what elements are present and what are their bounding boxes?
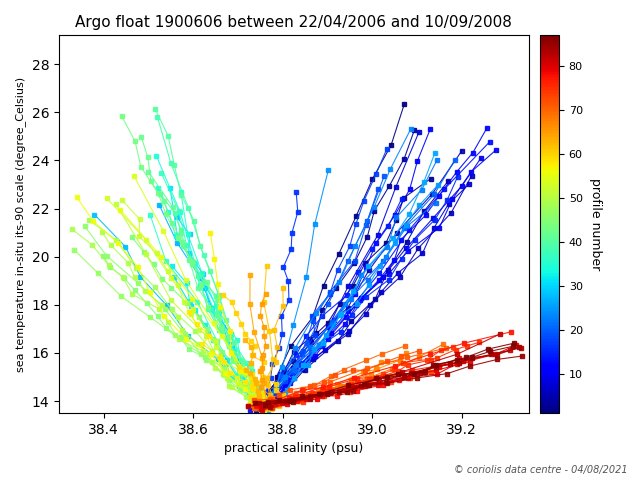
Y-axis label: profile number: profile number [589,178,602,270]
X-axis label: practical salinity (psu): practical salinity (psu) [224,443,364,456]
Text: © coriolis data centre - 04/08/2021: © coriolis data centre - 04/08/2021 [454,465,627,475]
Y-axis label: sea temperature in-situ its-90 scale (degree_Celsius): sea temperature in-situ its-90 scale (de… [15,77,26,372]
Title: Argo float 1900606 between 22/04/2006 and 10/09/2008: Argo float 1900606 between 22/04/2006 an… [76,15,512,30]
